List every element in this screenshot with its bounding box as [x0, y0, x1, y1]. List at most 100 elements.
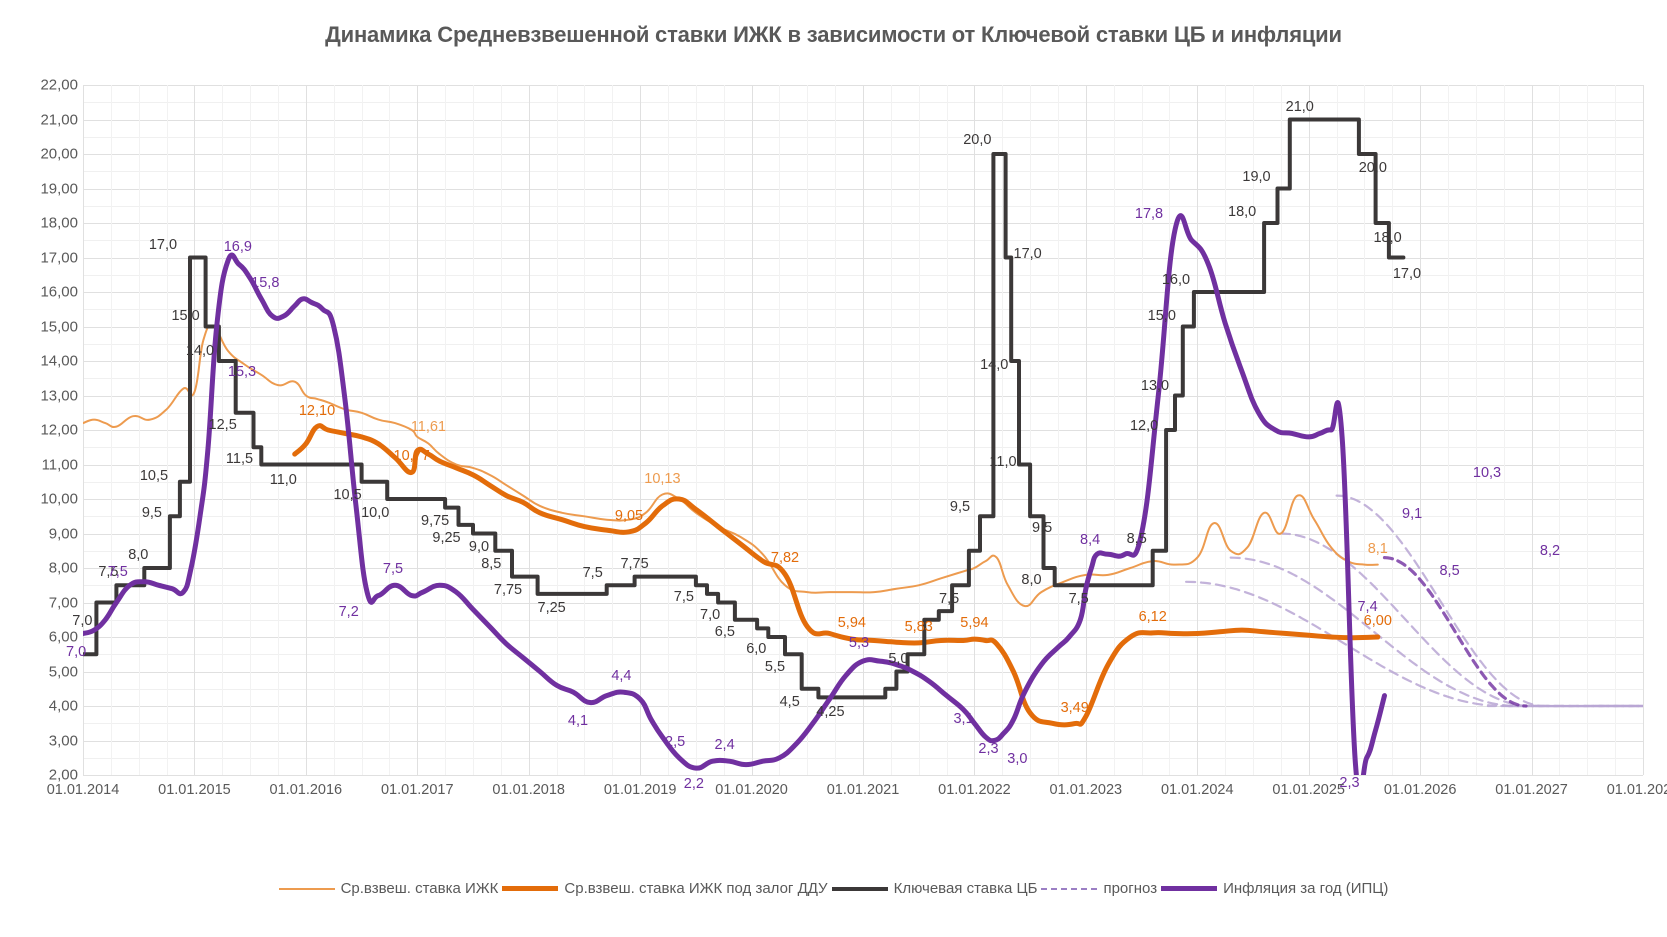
series-inflation [83, 213, 1387, 775]
mortgage-rate-data-label: 8,1 [1367, 540, 1388, 557]
key-rate-data-label: 9,5 [949, 499, 971, 516]
inflation-data-label: 5,3 [848, 635, 870, 652]
inflation-data-label: 7,5 [382, 561, 404, 578]
legend-item-0[interactable]: Ср.взвеш. ставка ИЖК [278, 880, 498, 897]
key-rate-data-label: 5,0 [888, 650, 909, 667]
key-rate-data-label: 12,0 [1129, 418, 1159, 434]
legend-label: Ключевая ставка ЦБ [893, 880, 1038, 897]
chart-legend: Ср.взвеш. ставка ИЖК Ср.взвеш. ставка ИЖК… [0, 880, 1667, 897]
inflation-forecast-line [1382, 556, 1528, 708]
chart-title: Динамика Средневзвешенной ставки ИЖК в з… [325, 22, 1342, 47]
legend-swatch-icon [831, 886, 888, 891]
inflation-data-label: 9,1 [1402, 506, 1423, 523]
series-mortgage-rate [83, 324, 1379, 608]
mortgage-ddu-data-label: 3,49 [1060, 699, 1089, 716]
key-rate-data-label: 18,0 [1228, 204, 1257, 220]
mortgage-ddu-data-label: 5,94 [960, 615, 989, 632]
inflation-data-label: 4,4 [611, 668, 632, 685]
inflation-data-label: 7,5 [107, 564, 128, 581]
key-rate-data-label: 4,5 [779, 693, 800, 710]
y-tick-label: 18,00 [40, 214, 78, 232]
x-tick-label: 01.01.2018 [492, 782, 565, 798]
key-rate-data-label: 14,0 [980, 357, 1009, 373]
key-rate-data-label: 8,5 [481, 555, 502, 572]
legend-swatch-icon [278, 887, 335, 890]
legend-swatch-icon [1161, 886, 1218, 891]
key-rate-data-label: 17,0 [1013, 245, 1042, 262]
y-tick-label: 2,00 [48, 766, 78, 784]
inflation-data-label: 7,0 [66, 644, 87, 661]
inflation-data-label: 3,0 [1007, 750, 1028, 767]
key-rate-data-label: 4,25 [816, 704, 845, 721]
mortgage-ddu-data-label: 7,82 [770, 550, 800, 567]
inflation-data-label: 2,3 [978, 740, 999, 757]
key-rate-data-label: 7,5 [582, 565, 603, 582]
x-tick-label: 01.01.2027 [1495, 782, 1568, 798]
legend-item-2[interactable]: Ключевая ставка ЦБ [831, 880, 1038, 897]
key-rate-data-label: 17,0 [1392, 265, 1422, 282]
y-tick-label: 6,00 [48, 628, 78, 646]
y-tick-label: 19,00 [40, 180, 78, 197]
key-rate-data-label: 15,0 [171, 307, 200, 324]
key-rate-data-label: 7,75 [620, 555, 649, 572]
mortgage-ddu-data-label: 10,77 [393, 448, 430, 465]
key-rate-data-label: 8,0 [1021, 572, 1042, 588]
key-rate-data-label: 9,5 [141, 505, 162, 522]
mortgage-ddu-data-label: 5,83 [904, 618, 933, 635]
legend-item-4[interactable]: Инфляция за год (ИПЦ) [1161, 880, 1388, 897]
x-tick-label: 01.01.2022 [938, 782, 1011, 798]
inflation-data-label: 2,5 [665, 733, 686, 750]
key-rate-data-label: 6,0 [746, 641, 767, 657]
inflation-data-label: 8,2 [1539, 543, 1561, 560]
y-tick-label: 5,00 [48, 663, 78, 680]
key-rate-data-label: 7,5 [98, 564, 119, 581]
key-rate-data-label: 7,0 [72, 612, 93, 629]
mortgage-ddu-data-label: 9,05 [614, 507, 644, 524]
key-rate-data-label: 11,5 [225, 451, 254, 468]
y-tick-label: 20,00 [40, 145, 78, 163]
y-axis: 22,00 21,00 20,00 19,00 18,00 17,00 16,00 15,00… [0, 77, 78, 784]
x-tick-label: 01.01.2025 [1272, 782, 1345, 798]
y-tick-label: 16,00 [40, 283, 78, 301]
key-rate-data-label: 16,0 [1161, 272, 1191, 288]
inflation-data-label: 15,8 [251, 274, 280, 291]
key-rate-data-label: 9,0 [468, 538, 490, 555]
inflation-data-label: 8,4 [1080, 532, 1101, 549]
key-rate-data-label: 6,5 [714, 623, 735, 640]
inflation-data-label: 17,8 [1134, 205, 1164, 222]
y-tick-label: 17,00 [40, 249, 78, 266]
key-rate-data-label: 5,5 [764, 659, 786, 676]
key-rate-data-label: 21,0 [1285, 98, 1314, 115]
y-tick-label: 3,00 [48, 732, 78, 749]
mortgage-ddu-data-label: 6,12 [1138, 608, 1167, 625]
forecast-line-2 [1279, 532, 1643, 708]
y-tick-label: 21,00 [40, 111, 78, 128]
legend-item-3[interactable]: прогноз [1041, 880, 1157, 897]
y-tick-label: 8,00 [48, 559, 78, 577]
key-rate-data-label: 13,0 [1140, 377, 1170, 394]
key-rate-data-label: 7,5 [1068, 591, 1089, 608]
key-rate-data-label: 9,5 [1032, 520, 1053, 537]
x-tick-label: 01.01.2020 [715, 782, 788, 798]
x-tick-label: 01.01.2016 [269, 782, 343, 798]
x-tick-label: 01.01.2021 [826, 782, 900, 798]
y-tick-label: 11,00 [41, 456, 78, 473]
x-tick-label: 01.01.2026 [1383, 782, 1457, 798]
grid [83, 85, 1644, 776]
x-axis: 01.01.2014 01.01.2015 01.01.2016 01.01.2017… [47, 782, 1667, 808]
x-tick-label: 01.01.2019 [603, 782, 677, 798]
key-rate-data-label: 11,0 [269, 471, 297, 488]
x-tick-label: 01.01.2014 [46, 782, 120, 798]
key-rate-data-label: 9,75 [421, 512, 450, 529]
legend-label: Ср.взвеш. ставка ИЖК под залог ДДУ [564, 880, 828, 897]
legend-item-1[interactable]: Ср.взвеш. ставка ИЖК под залог ДДУ [502, 880, 828, 897]
legend-label: Инфляция за год (ИПЦ) [1223, 880, 1389, 897]
y-tick-label: 14,00 [40, 352, 78, 370]
key-rate-data-label: 7,5 [673, 589, 694, 606]
x-tick-label: 01.01.2028 [1606, 782, 1667, 798]
inflation-data-label: 7,2 [338, 603, 359, 620]
key-rate-data-label: 18,0 [1373, 230, 1402, 246]
series-key-rate [83, 117, 1406, 700]
key-rate-data-label: 14,0 [185, 343, 215, 359]
series-mortgage-ddu [292, 423, 1381, 728]
